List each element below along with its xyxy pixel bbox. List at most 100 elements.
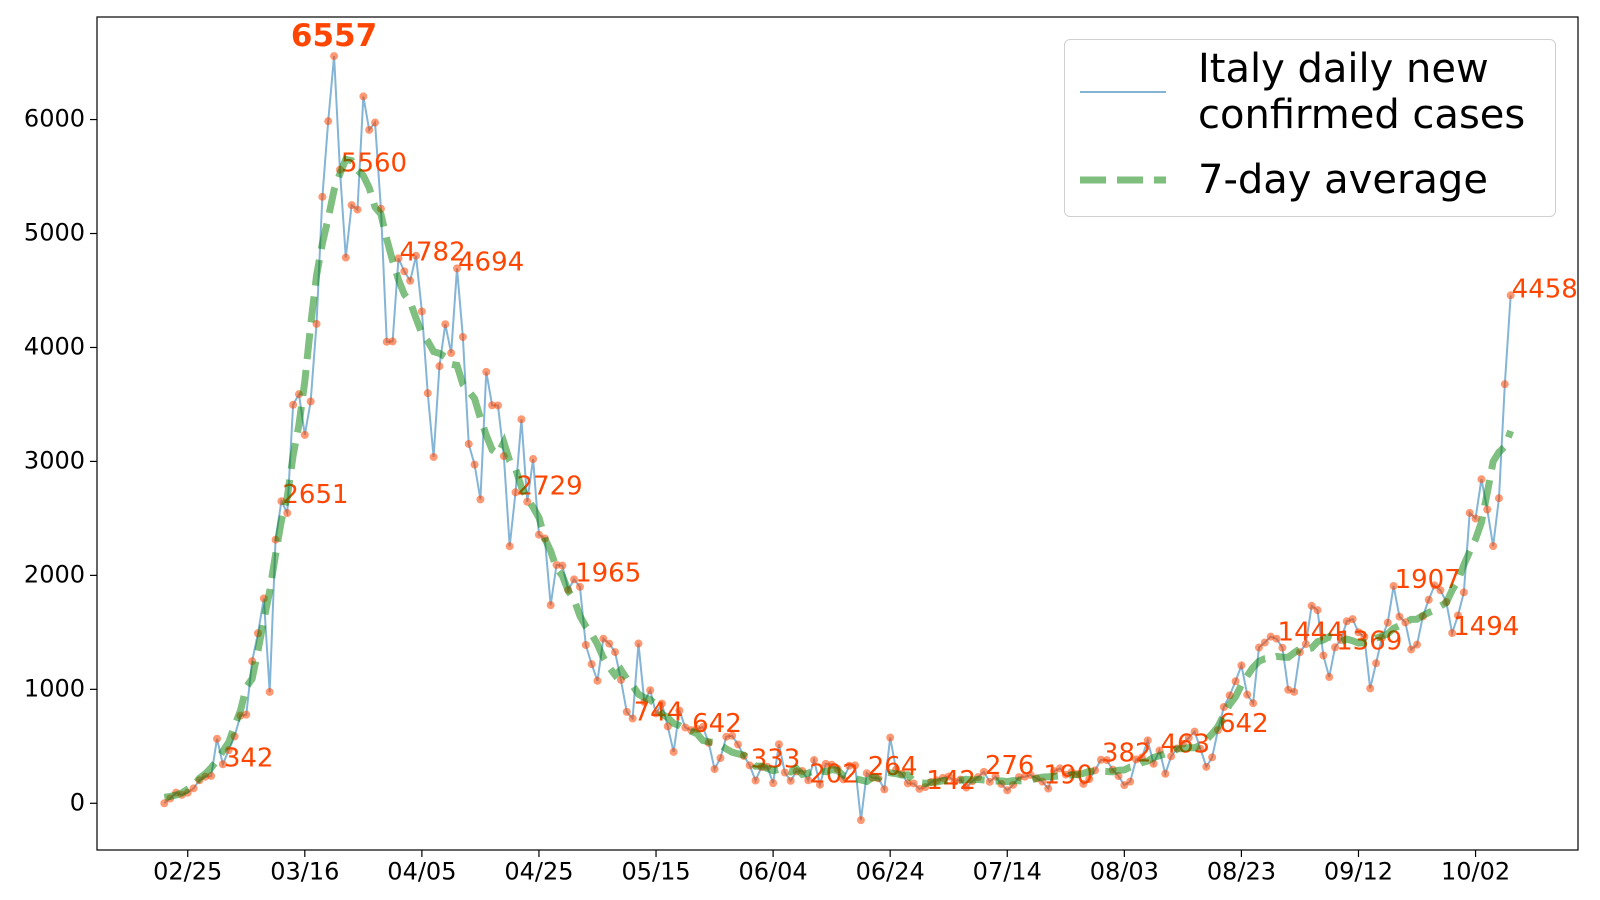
point-marker (821, 759, 830, 768)
point-marker (1313, 606, 1322, 615)
point-marker (745, 761, 754, 770)
point-marker (962, 783, 971, 792)
point-marker (634, 639, 643, 648)
point-marker (1290, 687, 1299, 696)
point-marker (1395, 612, 1404, 621)
point-marker (1360, 633, 1369, 642)
point-marker (570, 575, 579, 584)
value-label: 276 (985, 751, 1035, 781)
value-label: 4458 (1512, 274, 1578, 304)
value-label: 342 (224, 743, 274, 773)
value-label: 1494 (1453, 612, 1519, 642)
point-marker (1383, 618, 1392, 627)
point-marker (1120, 781, 1129, 790)
point-marker (728, 731, 737, 740)
point-marker (306, 397, 315, 406)
point-marker (517, 415, 526, 424)
y-tick-label: 1000 (24, 674, 85, 702)
point-marker (1161, 769, 1170, 778)
point-marker (417, 307, 426, 316)
point-marker (1301, 640, 1310, 649)
point-marker (289, 400, 298, 409)
legend-label: 7-day average (1198, 157, 1488, 203)
point-marker (1465, 508, 1474, 517)
point-marker (611, 648, 620, 657)
point-marker (493, 401, 502, 410)
point-marker (213, 734, 222, 743)
point-marker (1448, 629, 1457, 638)
point-marker (1401, 618, 1410, 627)
point-marker (488, 401, 497, 410)
point-marker (189, 784, 198, 793)
point-marker (470, 460, 479, 469)
point-marker (1430, 581, 1439, 590)
point-marker (1231, 677, 1240, 686)
value-label: 1965 (575, 558, 641, 588)
point-marker (1389, 581, 1398, 590)
point-marker (909, 779, 918, 788)
x-tick-label: 09/12 (1324, 858, 1393, 886)
x-tick-label: 02/25 (153, 858, 222, 886)
point-marker (669, 747, 678, 756)
point-marker (862, 769, 871, 778)
point-marker (529, 455, 538, 464)
point-marker (1260, 638, 1269, 647)
point-marker (511, 488, 520, 497)
y-tick-label: 0 (70, 788, 85, 816)
point-marker (1436, 586, 1445, 595)
point-marker (441, 320, 450, 329)
point-marker (1096, 755, 1105, 764)
point-marker (353, 205, 362, 214)
y-tick-label: 3000 (24, 446, 85, 474)
x-tick-label: 06/24 (856, 858, 925, 886)
point-marker (1272, 634, 1281, 643)
point-marker (810, 756, 819, 765)
point-marker (845, 761, 854, 770)
point-marker (1055, 764, 1064, 773)
point-marker (1459, 588, 1468, 597)
point-marker (1278, 643, 1287, 652)
point-marker (365, 125, 374, 134)
point-marker (780, 768, 789, 777)
point-marker (482, 367, 491, 376)
x-tick-label: 06/04 (739, 858, 808, 886)
point-marker (733, 740, 742, 749)
point-marker (1348, 615, 1357, 624)
point-marker (1243, 690, 1252, 699)
x-tick-label: 04/05 (387, 858, 456, 886)
point-marker (435, 362, 444, 371)
value-label: 642 (1219, 709, 1269, 739)
point-marker (1319, 651, 1328, 660)
point-marker (1354, 628, 1363, 637)
point-marker (710, 765, 719, 774)
point-marker (458, 332, 467, 341)
point-marker (1500, 380, 1509, 389)
y-tick-label: 5000 (24, 219, 85, 247)
y-tick-label: 2000 (24, 560, 85, 588)
point-marker (394, 254, 403, 263)
point-marker (851, 761, 860, 770)
point-marker (769, 779, 778, 788)
y-tick-label: 4000 (24, 332, 85, 360)
point-marker (786, 776, 795, 785)
legend-label: Italy daily new confirmed cases (1198, 46, 1526, 138)
point-marker (1003, 786, 1012, 795)
point-marker (880, 785, 889, 794)
point-marker (886, 733, 895, 742)
point-marker (1167, 752, 1176, 761)
x-tick-label: 03/16 (270, 858, 339, 886)
point-marker (265, 687, 274, 696)
point-marker (505, 542, 514, 551)
value-label: 2651 (282, 480, 348, 510)
point-marker (605, 639, 614, 648)
point-marker (423, 389, 432, 398)
point-marker (160, 799, 169, 808)
point-marker (581, 640, 590, 649)
point-marker (1483, 505, 1492, 514)
point-marker (523, 497, 532, 506)
value-label: 2729 (517, 471, 583, 501)
point-marker (341, 253, 350, 262)
point-marker (546, 601, 555, 610)
plot-frame (96, 16, 1579, 851)
